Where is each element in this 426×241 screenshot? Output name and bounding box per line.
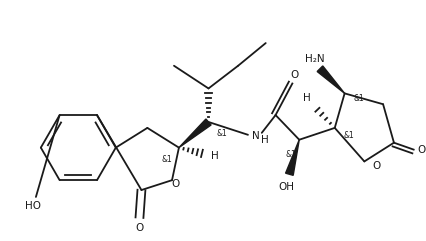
Text: &1: &1 (343, 131, 354, 140)
Text: H₂N: H₂N (305, 54, 325, 64)
Text: O: O (372, 161, 380, 171)
Text: &1: &1 (217, 129, 227, 138)
Polygon shape (179, 119, 211, 148)
Text: &1: &1 (286, 150, 297, 159)
Text: O: O (135, 222, 144, 233)
Text: H: H (261, 135, 269, 145)
Polygon shape (317, 66, 345, 93)
Text: H: H (303, 93, 311, 103)
Polygon shape (285, 140, 299, 175)
Text: O: O (172, 179, 180, 189)
Text: H: H (210, 152, 218, 161)
Text: O: O (417, 145, 426, 154)
Text: OH: OH (279, 182, 294, 192)
Text: HO: HO (25, 201, 41, 211)
Text: O: O (290, 70, 299, 80)
Text: &1: &1 (353, 94, 364, 103)
Text: N: N (252, 131, 260, 141)
Text: &1: &1 (162, 155, 173, 164)
